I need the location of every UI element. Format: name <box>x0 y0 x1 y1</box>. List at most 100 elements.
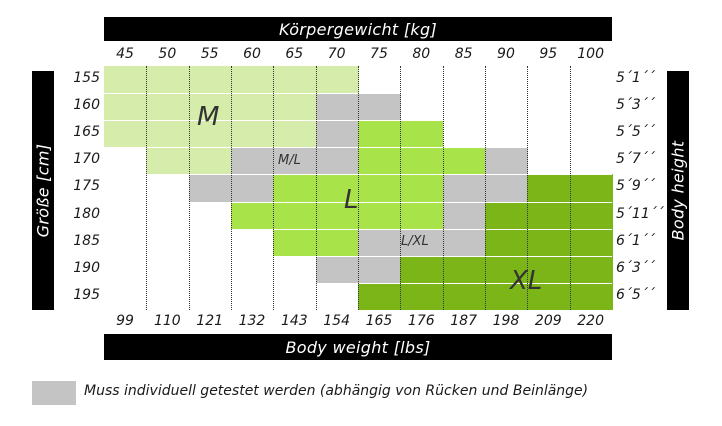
kg-tick-label: 45 <box>116 46 134 62</box>
kg-tick-label: 75 <box>370 46 388 62</box>
lbs-tick-label: 143 <box>280 313 308 329</box>
grid-cell <box>146 147 190 175</box>
lbs-tick-label: 110 <box>153 313 181 329</box>
left-axis-title-bar: Größe [cm] <box>32 71 54 310</box>
kg-tick-label: 60 <box>243 46 261 62</box>
grid-cell <box>273 120 317 148</box>
grid-cell <box>146 93 190 121</box>
grid-cell <box>527 174 571 203</box>
column-separator <box>569 66 571 310</box>
size-chart-grid: M M/L L L/XL XL <box>104 66 613 311</box>
grid-cell <box>527 228 571 257</box>
grid-cell <box>188 120 232 148</box>
grid-cell <box>484 174 528 203</box>
grid-cell <box>357 147 401 175</box>
legend-swatch <box>32 381 76 405</box>
column-separator <box>188 66 190 310</box>
grid-cell <box>484 255 528 284</box>
ft-tick-label: 6´5´´ <box>616 286 655 303</box>
grid-cell <box>230 201 274 230</box>
ft-tick-label: 6´1´´ <box>616 232 655 249</box>
grid-cell <box>400 201 444 230</box>
legend-text: Muss individuell getestet werden (abhäng… <box>84 383 589 399</box>
grid-cell <box>400 228 444 257</box>
grid-cell <box>357 174 401 203</box>
grid-cell <box>357 282 401 311</box>
lbs-tick-label: 154 <box>323 313 350 329</box>
grid-cell <box>442 255 486 284</box>
grid-cell <box>357 255 401 284</box>
grid-cell <box>315 201 359 230</box>
grid-cell <box>569 174 613 203</box>
ft-tick-label: 5´7´´ <box>616 151 655 168</box>
grid-cell <box>442 174 486 203</box>
grid-cell <box>315 93 359 121</box>
grid-cell <box>273 228 317 257</box>
grid-cell <box>188 93 232 121</box>
grid-cell <box>569 255 613 284</box>
lbs-tick-label: 132 <box>238 313 266 329</box>
kg-tick-label: 85 <box>454 46 473 62</box>
grid-cell <box>273 174 317 203</box>
grid-cell <box>315 147 359 175</box>
cm-tick-label: 185 <box>73 232 100 249</box>
cm-tick-label: 165 <box>73 124 100 141</box>
grid-cell <box>400 174 444 203</box>
column-separator <box>315 66 317 310</box>
kg-tick-label: 80 <box>412 46 431 62</box>
grid-cell <box>230 174 274 203</box>
cm-tick-label: 170 <box>73 151 100 168</box>
column-separator <box>442 66 444 310</box>
grid-cell <box>315 174 359 203</box>
cm-tick-label: 175 <box>73 178 100 195</box>
cm-tick-label: 160 <box>73 97 100 114</box>
grid-cell <box>315 228 359 257</box>
grid-cell <box>442 282 486 311</box>
lbs-tick-label: 187 <box>450 313 477 329</box>
column-separator <box>400 66 402 310</box>
grid-cell <box>357 120 401 148</box>
kg-tick-label: 50 <box>158 46 177 62</box>
top-axis-title: Körpergewicht [kg] <box>278 19 437 39</box>
grid-cell <box>273 147 317 175</box>
grid-cell <box>146 120 190 148</box>
grid-cell <box>442 147 486 175</box>
kg-tick-label: 95 <box>539 46 558 62</box>
grid-cell <box>400 255 444 284</box>
grid-cell <box>230 66 274 94</box>
lbs-tick-label: 99 <box>116 313 134 329</box>
grid-cell <box>273 201 317 230</box>
ft-tick-label: 5´9´´ <box>616 178 655 195</box>
grid-cell <box>569 282 613 311</box>
size-label-xl: XL <box>510 266 543 296</box>
grid-cell <box>442 201 486 230</box>
lbs-tick-label: 176 <box>407 313 435 329</box>
grid-cell <box>188 174 232 203</box>
grid-cell <box>230 147 274 175</box>
bottom-axis-title: Body weight [lbs] <box>285 337 431 357</box>
ft-tick-label: 5´1´´ <box>616 70 655 86</box>
grid-cell <box>569 201 613 230</box>
column-separator <box>527 66 529 310</box>
grid-cell <box>442 228 486 257</box>
size-label-lxl: L/XL <box>401 234 429 249</box>
column-separator <box>273 66 275 310</box>
grid-cell <box>188 66 232 94</box>
grid-cell <box>357 228 401 257</box>
right-axis-title-bar: Body height <box>667 71 689 310</box>
grid-cell <box>484 147 528 175</box>
grid-cell <box>527 255 571 284</box>
lbs-tick-label: 121 <box>196 313 224 329</box>
size-label-ml: M/L <box>278 153 301 168</box>
column-separator <box>484 66 486 310</box>
column-separator <box>230 66 232 310</box>
grid-cell <box>273 93 317 121</box>
cm-tick-label: 155 <box>73 70 100 86</box>
grid-cell <box>484 228 528 257</box>
kg-tick-label: 100 <box>577 46 604 62</box>
top-axis-title-bar: Körpergewicht [kg] <box>104 17 612 41</box>
kg-tick-label: 70 <box>327 46 346 62</box>
grid-cell <box>315 120 359 148</box>
column-separator <box>357 66 359 310</box>
ft-tick-label: 5´11´´ <box>616 205 664 222</box>
